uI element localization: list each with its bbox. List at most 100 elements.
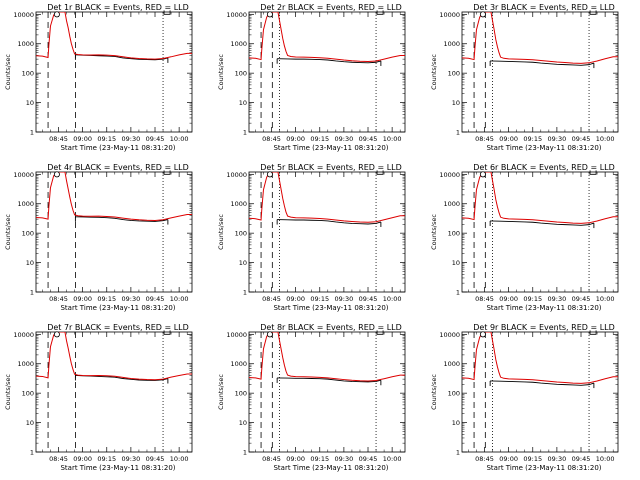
bracket-marker bbox=[376, 10, 384, 15]
x-tick-label: 08:45 bbox=[49, 295, 68, 303]
x-tick-label: 09:15 bbox=[97, 135, 116, 143]
y-tick-label: 100 bbox=[448, 70, 460, 78]
y-tick-label: 10000 bbox=[226, 11, 247, 19]
x-tick-label: 10:00 bbox=[170, 135, 189, 143]
y-tick-label: 100 bbox=[22, 70, 34, 78]
x-tick-label: 09:00 bbox=[73, 455, 92, 463]
lld-series-line bbox=[249, 172, 405, 223]
y-tick-label: 100 bbox=[235, 390, 247, 398]
events-series-line bbox=[277, 58, 381, 64]
y-tick-label: 100 bbox=[448, 390, 460, 398]
detector-chart: Det 2r BLACK = Events, RED = LLD 1 10 100 10… bbox=[217, 3, 406, 152]
series-group bbox=[36, 332, 192, 384]
x-tick-label: 09:30 bbox=[548, 135, 567, 143]
detector-panel: Det 3r BLACK = Events, RED = LLD 1 10 100 10… bbox=[426, 0, 638, 160]
x-tick-label: 09:00 bbox=[286, 295, 305, 303]
bracket-marker bbox=[589, 10, 597, 15]
circle-marker bbox=[266, 171, 273, 178]
x-tick-label: 09:45 bbox=[359, 455, 378, 463]
x-tick-label: 09:45 bbox=[572, 455, 591, 463]
x-tick-label: 09:45 bbox=[359, 295, 378, 303]
y-tick-label: 10 bbox=[239, 419, 247, 427]
detector-chart: Det 6r BLACK = Events, RED = LLD 1 10 100 10… bbox=[430, 163, 619, 312]
x-axis-label: Start Time (23-May-11 08:31:20) bbox=[60, 144, 175, 152]
x-tick-label: 09:45 bbox=[146, 295, 165, 303]
y-tick-label: 10000 bbox=[13, 171, 34, 179]
chart-title: Det 7r BLACK = Events, RED = LLD bbox=[47, 323, 189, 332]
bracket-marker bbox=[376, 170, 384, 175]
detector-panel: Det 6r BLACK = Events, RED = LLD 1 10 100 10… bbox=[426, 160, 638, 320]
y-tick-label: 1 bbox=[243, 129, 247, 137]
chart-title: Det 9r BLACK = Events, RED = LLD bbox=[473, 323, 615, 332]
x-tick-label: 09:30 bbox=[335, 135, 354, 143]
y-tick-label: 1 bbox=[30, 129, 34, 137]
bracket-marker bbox=[376, 330, 384, 335]
lld-series-line bbox=[249, 12, 405, 62]
series-group bbox=[462, 332, 618, 389]
y-axis-label: Counts/sec bbox=[217, 374, 225, 410]
x-tick-label: 08:45 bbox=[49, 455, 68, 463]
plot-frame bbox=[35, 171, 193, 293]
y-axis-label: Counts/sec bbox=[4, 214, 12, 250]
x-tick-label: 09:00 bbox=[286, 135, 305, 143]
y-tick-label: 1 bbox=[243, 289, 247, 297]
y-tick-label: 10 bbox=[26, 419, 34, 427]
x-tick-label: 08:45 bbox=[262, 455, 281, 463]
lld-series-line bbox=[36, 12, 192, 60]
y-tick-label: 1000 bbox=[443, 40, 460, 48]
y-tick-label: 10000 bbox=[439, 11, 460, 19]
y-tick-label: 1000 bbox=[17, 200, 34, 208]
y-tick-label: 1 bbox=[456, 449, 460, 457]
x-tick-label: 08:45 bbox=[262, 135, 281, 143]
x-tick-label: 10:00 bbox=[596, 455, 615, 463]
series-group bbox=[36, 12, 192, 63]
x-tick-label: 09:00 bbox=[499, 135, 518, 143]
x-tick-label: 09:30 bbox=[122, 455, 141, 463]
x-tick-label: 09:15 bbox=[523, 135, 542, 143]
events-series-line bbox=[277, 377, 381, 383]
bracket-marker bbox=[163, 170, 171, 175]
x-tick-label: 08:45 bbox=[475, 135, 494, 143]
x-tick-label: 10:00 bbox=[596, 295, 615, 303]
y-tick-label: 1000 bbox=[17, 40, 34, 48]
x-tick-label: 10:00 bbox=[383, 135, 402, 143]
y-tick-label: 10000 bbox=[439, 331, 460, 339]
x-axis-label: Start Time (23-May-11 08:31:20) bbox=[273, 464, 388, 472]
y-tick-label: 1 bbox=[30, 289, 34, 297]
y-axis-label: Counts/sec bbox=[4, 54, 12, 90]
x-tick-label: 08:45 bbox=[262, 295, 281, 303]
detector-chart: Det 9r BLACK = Events, RED = LLD 1 10 100 10… bbox=[430, 323, 619, 472]
circle-marker bbox=[53, 171, 60, 178]
detector-panel: Det 2r BLACK = Events, RED = LLD 1 10 100 10… bbox=[213, 0, 425, 160]
x-tick-label: 09:30 bbox=[122, 135, 141, 143]
circle-marker bbox=[266, 11, 273, 18]
y-tick-label: 10000 bbox=[13, 11, 34, 19]
x-axis-label: Start Time (23-May-11 08:31:20) bbox=[486, 304, 601, 312]
x-tick-label: 09:00 bbox=[73, 135, 92, 143]
y-tick-label: 1000 bbox=[443, 360, 460, 368]
chart-title: Det 1r BLACK = Events, RED = LLD bbox=[47, 3, 189, 12]
x-tick-label: 10:00 bbox=[170, 295, 189, 303]
lld-series-line bbox=[36, 332, 192, 381]
plot-frame bbox=[461, 11, 619, 133]
y-axis-label: Counts/sec bbox=[430, 374, 438, 410]
chart-title: Det 4r BLACK = Events, RED = LLD bbox=[47, 163, 189, 172]
chart-title: Det 8r BLACK = Events, RED = LLD bbox=[260, 323, 402, 332]
lld-series-line bbox=[462, 332, 618, 384]
detector-chart: Det 5r BLACK = Events, RED = LLD 1 10 100 10… bbox=[217, 163, 406, 312]
plot-frame bbox=[35, 11, 193, 133]
x-tick-label: 10:00 bbox=[383, 295, 402, 303]
y-tick-label: 100 bbox=[22, 230, 34, 238]
y-tick-label: 100 bbox=[448, 230, 460, 238]
bracket-marker bbox=[589, 330, 597, 335]
x-axis-label: Start Time (23-May-11 08:31:20) bbox=[486, 144, 601, 152]
bracket-marker bbox=[163, 10, 171, 15]
x-axis-label: Start Time (23-May-11 08:31:20) bbox=[60, 464, 175, 472]
x-tick-label: 09:45 bbox=[572, 135, 591, 143]
y-axis-label: Counts/sec bbox=[430, 54, 438, 90]
series-group bbox=[249, 172, 405, 227]
circle-marker bbox=[266, 331, 273, 338]
detector-panel: Det 4r BLACK = Events, RED = LLD 1 10 100 10… bbox=[0, 160, 212, 320]
x-tick-label: 09:45 bbox=[572, 295, 591, 303]
x-tick-label: 09:30 bbox=[548, 295, 567, 303]
